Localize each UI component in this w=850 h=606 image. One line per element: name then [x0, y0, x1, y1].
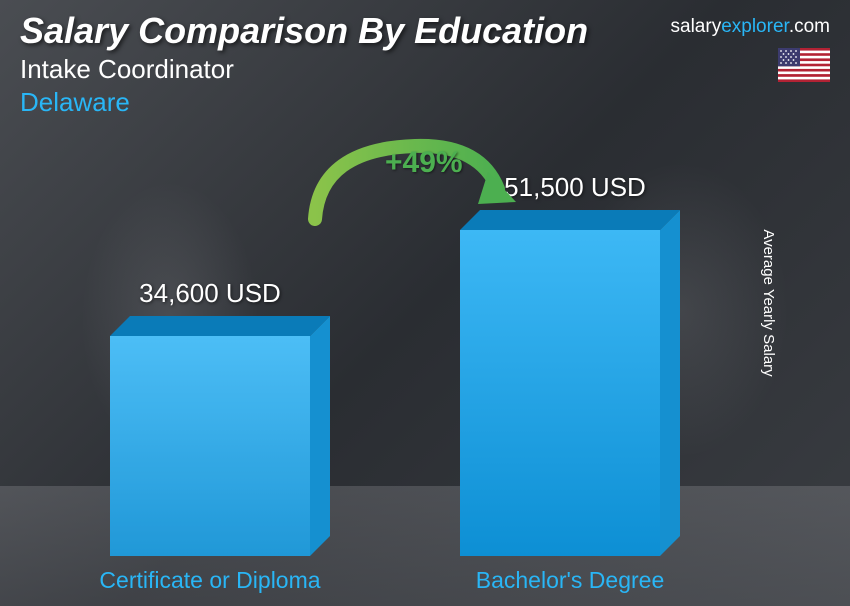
chart-area: +49% 34,600 USD Certificate or Diploma 5… — [0, 126, 850, 606]
brand-suffix: .com — [789, 16, 830, 37]
bar-value-label: 34,600 USD — [80, 278, 340, 309]
brand-accent: explorer — [721, 16, 789, 37]
bar-category-label: Bachelor's Degree — [430, 567, 710, 594]
brand-logo: salaryexplorer.com — [671, 16, 830, 38]
brand-prefix: salary — [671, 16, 722, 37]
bar-bachelors — [460, 230, 660, 556]
bar-certificate — [110, 336, 310, 556]
us-flag-icon — [778, 48, 830, 82]
chart-subtitle-role: Intake Coordinator — [20, 54, 830, 85]
bar-category-label: Certificate or Diploma — [70, 567, 350, 594]
increase-percentage: +49% — [385, 146, 463, 180]
chart-subtitle-location: Delaware — [20, 87, 830, 118]
y-axis-label: Average Yearly Salary — [760, 229, 777, 376]
